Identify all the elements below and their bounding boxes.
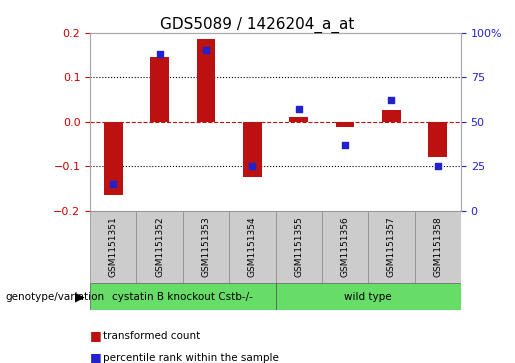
Bar — [150, 57, 169, 122]
Text: wild type: wild type — [345, 292, 392, 302]
Bar — [276, 283, 461, 310]
Bar — [229, 211, 276, 283]
Bar — [136, 211, 183, 283]
Text: ■: ■ — [90, 351, 102, 363]
Bar — [276, 211, 322, 283]
Bar — [336, 122, 354, 127]
Bar — [382, 110, 401, 122]
Text: cystatin B knockout Cstb-/-: cystatin B knockout Cstb-/- — [112, 292, 253, 302]
Bar — [183, 211, 229, 283]
Text: genotype/variation: genotype/variation — [5, 292, 104, 302]
Text: ▶: ▶ — [75, 290, 84, 303]
Point — [295, 106, 303, 112]
Text: GSM1151358: GSM1151358 — [433, 216, 442, 277]
Text: transformed count: transformed count — [103, 331, 200, 341]
Text: GSM1151351: GSM1151351 — [109, 216, 118, 277]
Point — [434, 163, 442, 169]
Text: GSM1151352: GSM1151352 — [155, 216, 164, 277]
Point — [248, 163, 256, 169]
Bar — [368, 211, 415, 283]
Bar — [289, 117, 308, 122]
Bar — [243, 122, 262, 177]
Text: GSM1151357: GSM1151357 — [387, 216, 396, 277]
Text: GSM1151354: GSM1151354 — [248, 216, 257, 277]
Bar — [90, 283, 276, 310]
Bar — [415, 211, 461, 283]
Point — [341, 142, 349, 148]
Bar — [322, 211, 368, 283]
Text: GSM1151356: GSM1151356 — [340, 216, 350, 277]
Text: ■: ■ — [90, 329, 102, 342]
Point — [156, 51, 164, 57]
Text: GDS5089 / 1426204_a_at: GDS5089 / 1426204_a_at — [160, 16, 355, 33]
Point — [109, 181, 117, 187]
Text: GSM1151353: GSM1151353 — [201, 216, 211, 277]
Text: GSM1151355: GSM1151355 — [294, 216, 303, 277]
Text: percentile rank within the sample: percentile rank within the sample — [103, 352, 279, 363]
Bar — [197, 39, 215, 122]
Bar — [104, 122, 123, 195]
Point — [387, 97, 396, 103]
Bar — [428, 122, 447, 157]
Point — [202, 48, 210, 53]
Bar — [90, 211, 136, 283]
